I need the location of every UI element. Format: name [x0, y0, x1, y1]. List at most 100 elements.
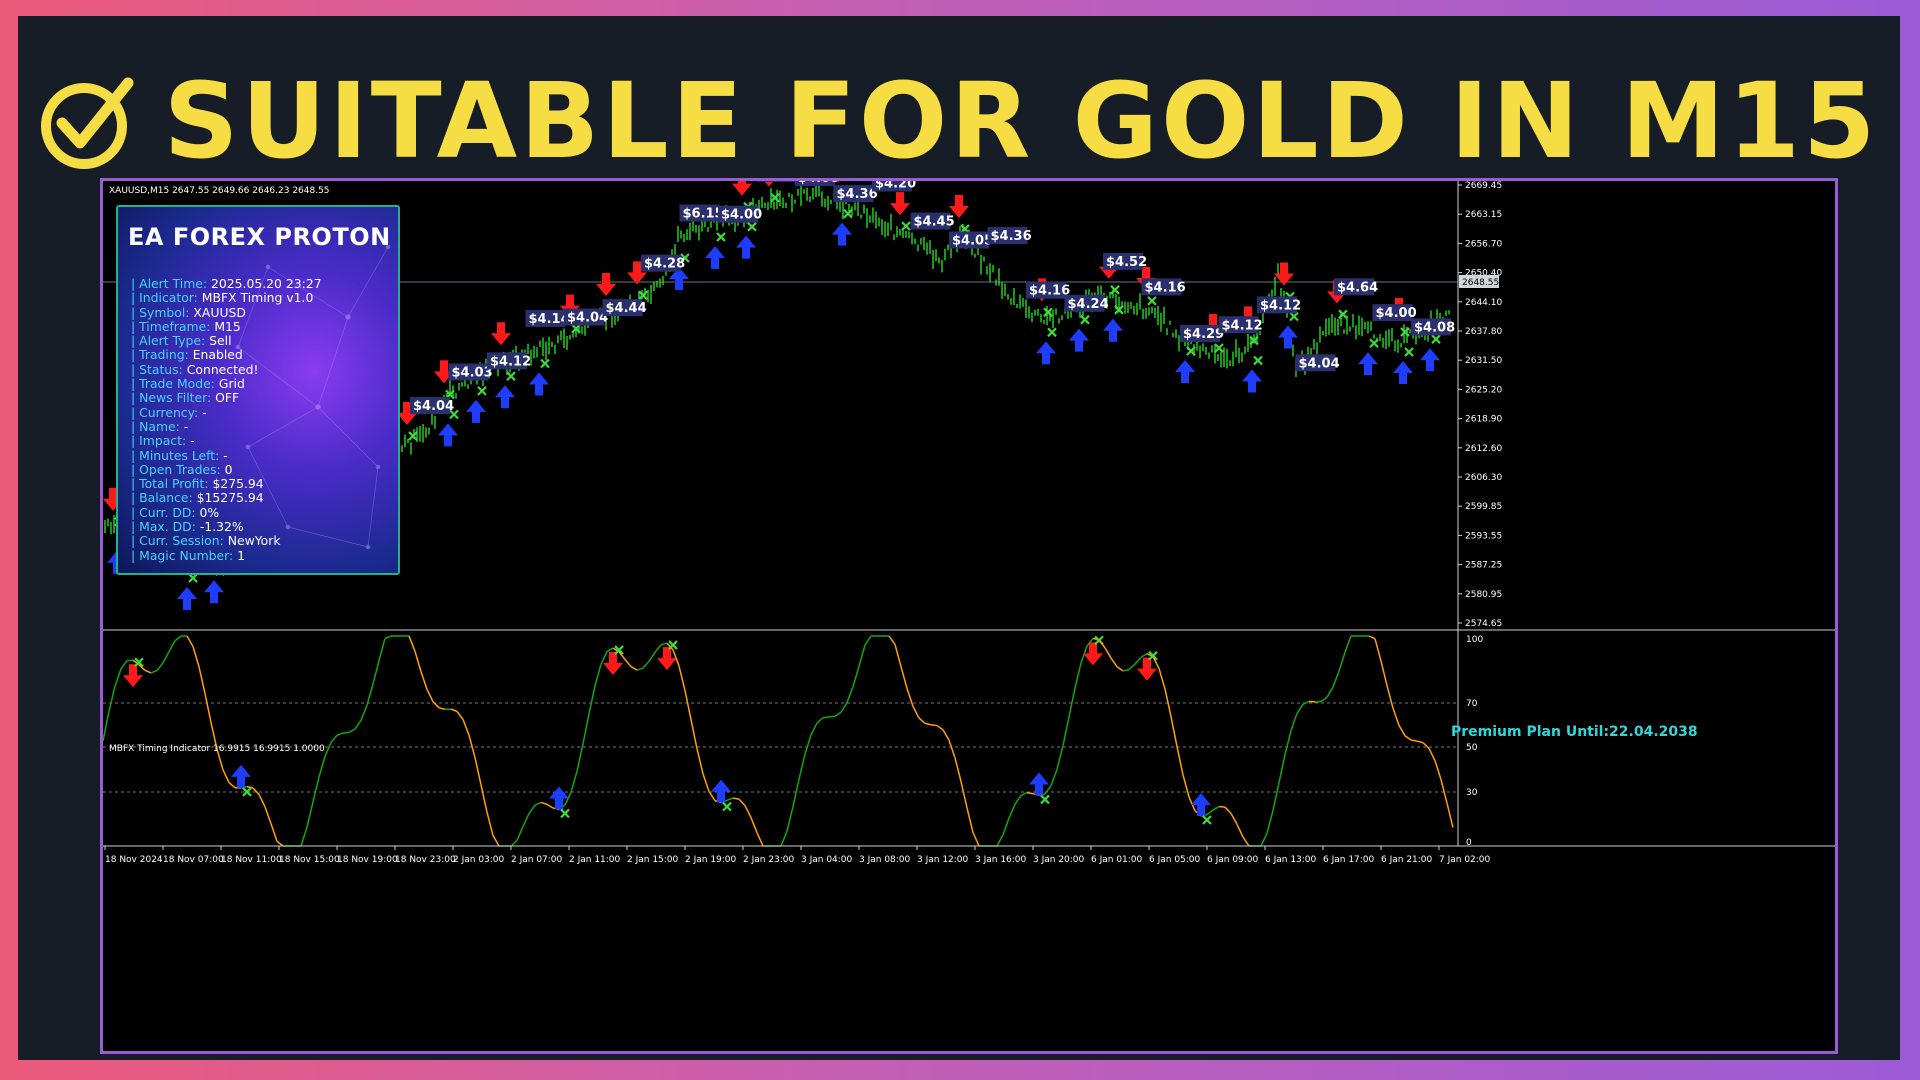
oscillator-segment [408, 635, 416, 652]
oscillator-segment [492, 835, 500, 847]
price-tick-label: 2663.15 [1465, 210, 1502, 220]
oscillator-segment [660, 642, 668, 646]
oscillator-segment [228, 781, 236, 789]
price-tag-box [1372, 304, 1413, 322]
oscillator-segment [1158, 668, 1166, 690]
panel-line-bar: | [131, 376, 140, 392]
sell-arrow-icon [890, 192, 910, 216]
oscillator-segment [312, 776, 320, 803]
close-x-icon [1431, 334, 1441, 344]
oscillator-segment [222, 769, 230, 783]
buy-arrow-icon [832, 222, 852, 246]
price-tag-box [1295, 354, 1336, 372]
oscillator-segment [510, 839, 518, 847]
oscillator-segment [894, 644, 902, 667]
panel-line: | News Filter: OFF [131, 391, 322, 405]
oscillator-segment [1380, 660, 1388, 686]
oscillator-segment [1098, 639, 1106, 649]
time-tick-label: 3 Jan 20:00 [1033, 855, 1085, 865]
oscillator-segment [528, 804, 536, 815]
panel-line-bar: | [131, 476, 140, 492]
oscillator-segment [1440, 779, 1448, 804]
panel-line-value: Connected! [182, 361, 259, 377]
oscillator-segment [162, 651, 170, 664]
oscillator-segment [1044, 785, 1052, 795]
panel-line: | Curr. Session: NewYork [131, 534, 322, 548]
oscillator-segment [1260, 833, 1268, 847]
headline: SUITABLE FOR GOLD IN M15 [18, 56, 1900, 186]
oscillator-segment [522, 813, 530, 827]
panel-line-value: 0% [195, 504, 220, 520]
buy-arrow-icon [1036, 341, 1056, 365]
close-x-icon [134, 657, 144, 668]
oscillator-segment [204, 693, 212, 723]
oscillator-segment [1284, 730, 1292, 755]
oscillator-segment [246, 785, 254, 789]
buy-arrow-icon [549, 786, 569, 810]
price-tag-label: $4.14 [529, 312, 570, 327]
time-tick-label: 18 Nov 19:00 [337, 855, 398, 865]
oscillator-segment [564, 792, 572, 806]
time-tick-label: 3 Jan 16:00 [975, 855, 1027, 865]
oscillator-segment [156, 662, 164, 672]
oscillator-segment [306, 801, 314, 828]
oscillator-segment [108, 686, 116, 712]
buy-arrow-icon [1029, 772, 1049, 796]
oscillator-segment [846, 686, 854, 703]
oscillator-segment [936, 724, 944, 731]
panel-line-bar: | [131, 304, 140, 320]
oscillator-segment [300, 826, 308, 847]
oscillator-segment [384, 635, 392, 640]
buy-arrow-icon [177, 587, 197, 610]
close-x-icon [1040, 794, 1050, 805]
sell-arrow-icon [1136, 266, 1156, 290]
oscillator-segment [1152, 656, 1160, 669]
oscillator-segment [1056, 745, 1064, 770]
oscillator-segment [606, 647, 614, 653]
oscillator-segment [912, 706, 920, 719]
time-tick-label: 6 Jan 05:00 [1149, 855, 1201, 865]
panel-line-value: - [186, 433, 195, 449]
chart-window[interactable]: $4.04 $4.03 $4.12 $4.14 $4.04 $4.44 $4.28 $6.15… [100, 178, 1838, 1054]
price-tag-label: $4.08 [1414, 320, 1455, 335]
buy-arrow-icon [1103, 318, 1123, 342]
oscillator-segment [1050, 769, 1058, 787]
oscillator-segment [642, 660, 650, 669]
close-x-icon [722, 801, 732, 812]
panel-line-bar: | [131, 290, 140, 306]
current-price-label: 2648.55 [1462, 278, 1499, 288]
price-tag-box [602, 299, 643, 317]
oscillator-segment [888, 635, 896, 645]
oscillator-segment [1062, 716, 1070, 746]
oscillator-segment [948, 739, 956, 759]
price-tick-label: 2593.55 [1465, 531, 1502, 541]
oscillator-segment [996, 834, 1004, 847]
close-x-icon [1404, 347, 1414, 357]
close-x-icon [1043, 307, 1053, 318]
price-tag-box [756, 181, 797, 182]
panel-line-bar: | [131, 447, 140, 463]
oscillator-segment [420, 671, 428, 690]
oscillator-segment [1404, 735, 1412, 741]
time-tick-label: 18 Nov 23:00 [395, 855, 456, 865]
panel-line-value: $15275.94 [192, 490, 264, 506]
oscillator-segment [1164, 688, 1172, 717]
oscillator-segment [138, 664, 146, 671]
oscillator-segment [1242, 836, 1250, 847]
symbol-header: XAUUSD,M15 2647.55 2649.66 2646.23 2648.… [109, 186, 330, 196]
close-x-icon [560, 808, 570, 819]
price-tag-label: $4.04 [1299, 356, 1340, 371]
oscillator-segment [588, 685, 596, 715]
time-tick-label: 2 Jan 23:00 [743, 855, 795, 865]
price-tag-label: $4.64 [1337, 280, 1378, 295]
buy-arrow-icon [231, 764, 251, 788]
price-tick-label: 2644.10 [1465, 298, 1502, 308]
panel-line-label: Status: [139, 361, 183, 377]
oscillator-segment [1170, 716, 1178, 747]
oscillator-segment [840, 702, 848, 713]
oscillator-segment [456, 710, 464, 720]
close-x-icon [901, 221, 911, 231]
sell-arrow-icon [123, 664, 143, 688]
panel-line: | Timeframe: M15 [131, 319, 322, 334]
oscillator-segment [696, 748, 704, 774]
